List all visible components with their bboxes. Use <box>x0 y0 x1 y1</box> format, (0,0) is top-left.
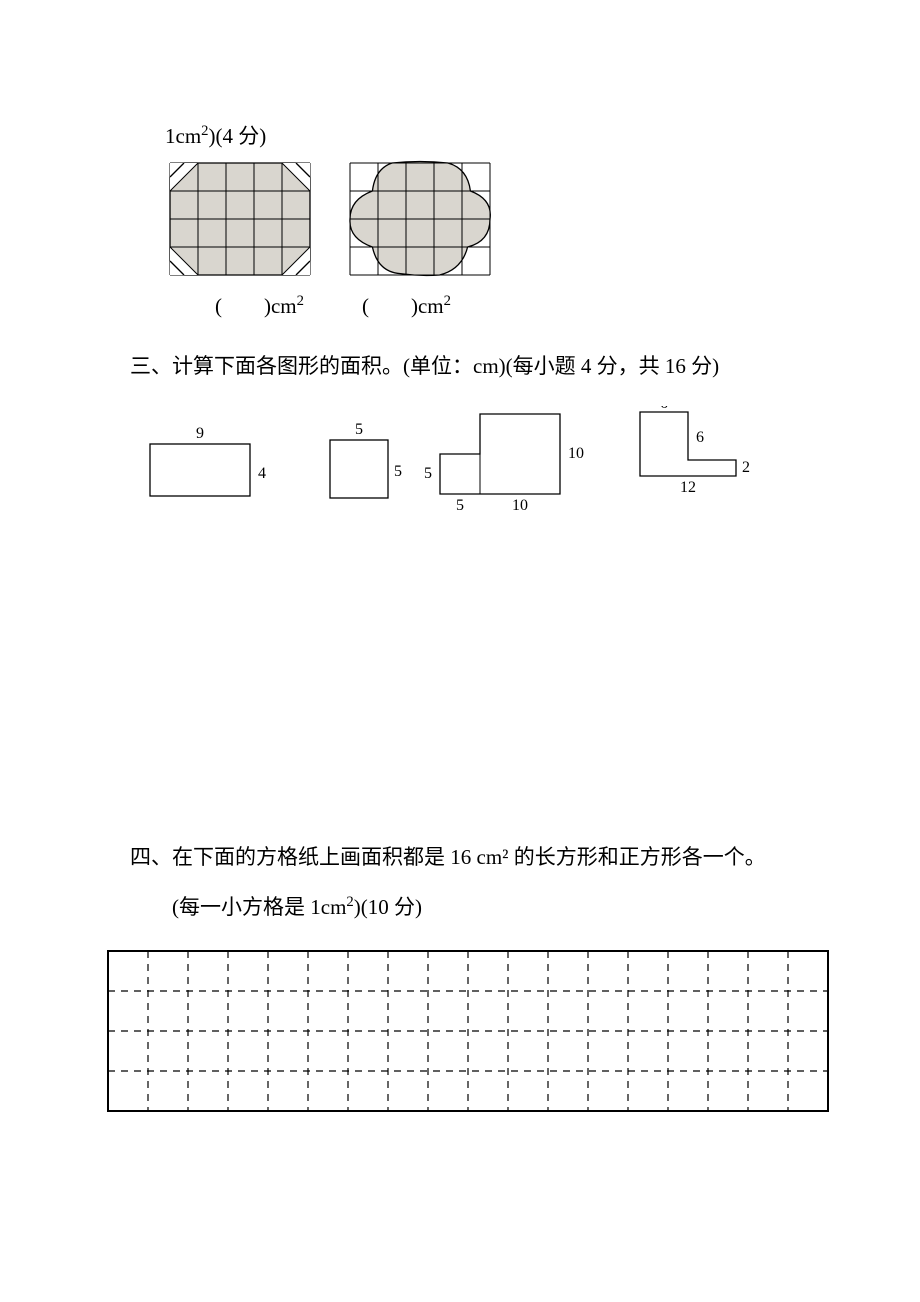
section3-heading: 三、计算下面各图形的面积。(单位：cm)(每小题 4 分，共 16 分) <box>130 348 790 386</box>
svg-text:6: 6 <box>660 406 668 412</box>
grid-figure-a <box>165 158 315 280</box>
section4-heading: 四、在下面的方格纸上画面积都是 16 cm² 的长方形和正方形各一个。 (每一小… <box>130 832 790 933</box>
svg-text:5: 5 <box>424 465 432 482</box>
dashed-grid <box>104 947 834 1117</box>
svg-text:9: 9 <box>196 425 204 442</box>
svg-text:12: 12 <box>680 479 696 496</box>
grid-figure-b <box>345 158 495 280</box>
intro-text: 1cm2)(4 分) <box>165 120 790 150</box>
section4-line1: 四、在下面的方格纸上画面积都是 16 cm² 的长方形和正方形各一个。 <box>130 832 790 882</box>
svg-text:5: 5 <box>456 497 464 514</box>
answer-a: ( )cm2 <box>215 290 304 320</box>
svg-text:10: 10 <box>512 497 528 514</box>
svg-text:4: 4 <box>258 465 266 482</box>
grid-figures-row <box>165 158 790 280</box>
answer-b: ( )cm2 <box>362 290 451 320</box>
svg-text:6: 6 <box>696 429 704 446</box>
svg-text:2: 2 <box>742 459 750 476</box>
answer-row: ( )cm2 ( )cm2 <box>165 290 790 320</box>
svg-text:5: 5 <box>394 463 402 480</box>
svg-text:10: 10 <box>568 445 584 462</box>
svg-text:5: 5 <box>355 421 363 438</box>
intro-span: 1cm2)(4 分) <box>165 124 266 148</box>
shapes-figures: 9 4 5 5 5 5 10 10 6 6 2 12 <box>140 406 780 526</box>
section4-line2: (每一小方格是 1cm2)(10 分) <box>172 882 790 932</box>
